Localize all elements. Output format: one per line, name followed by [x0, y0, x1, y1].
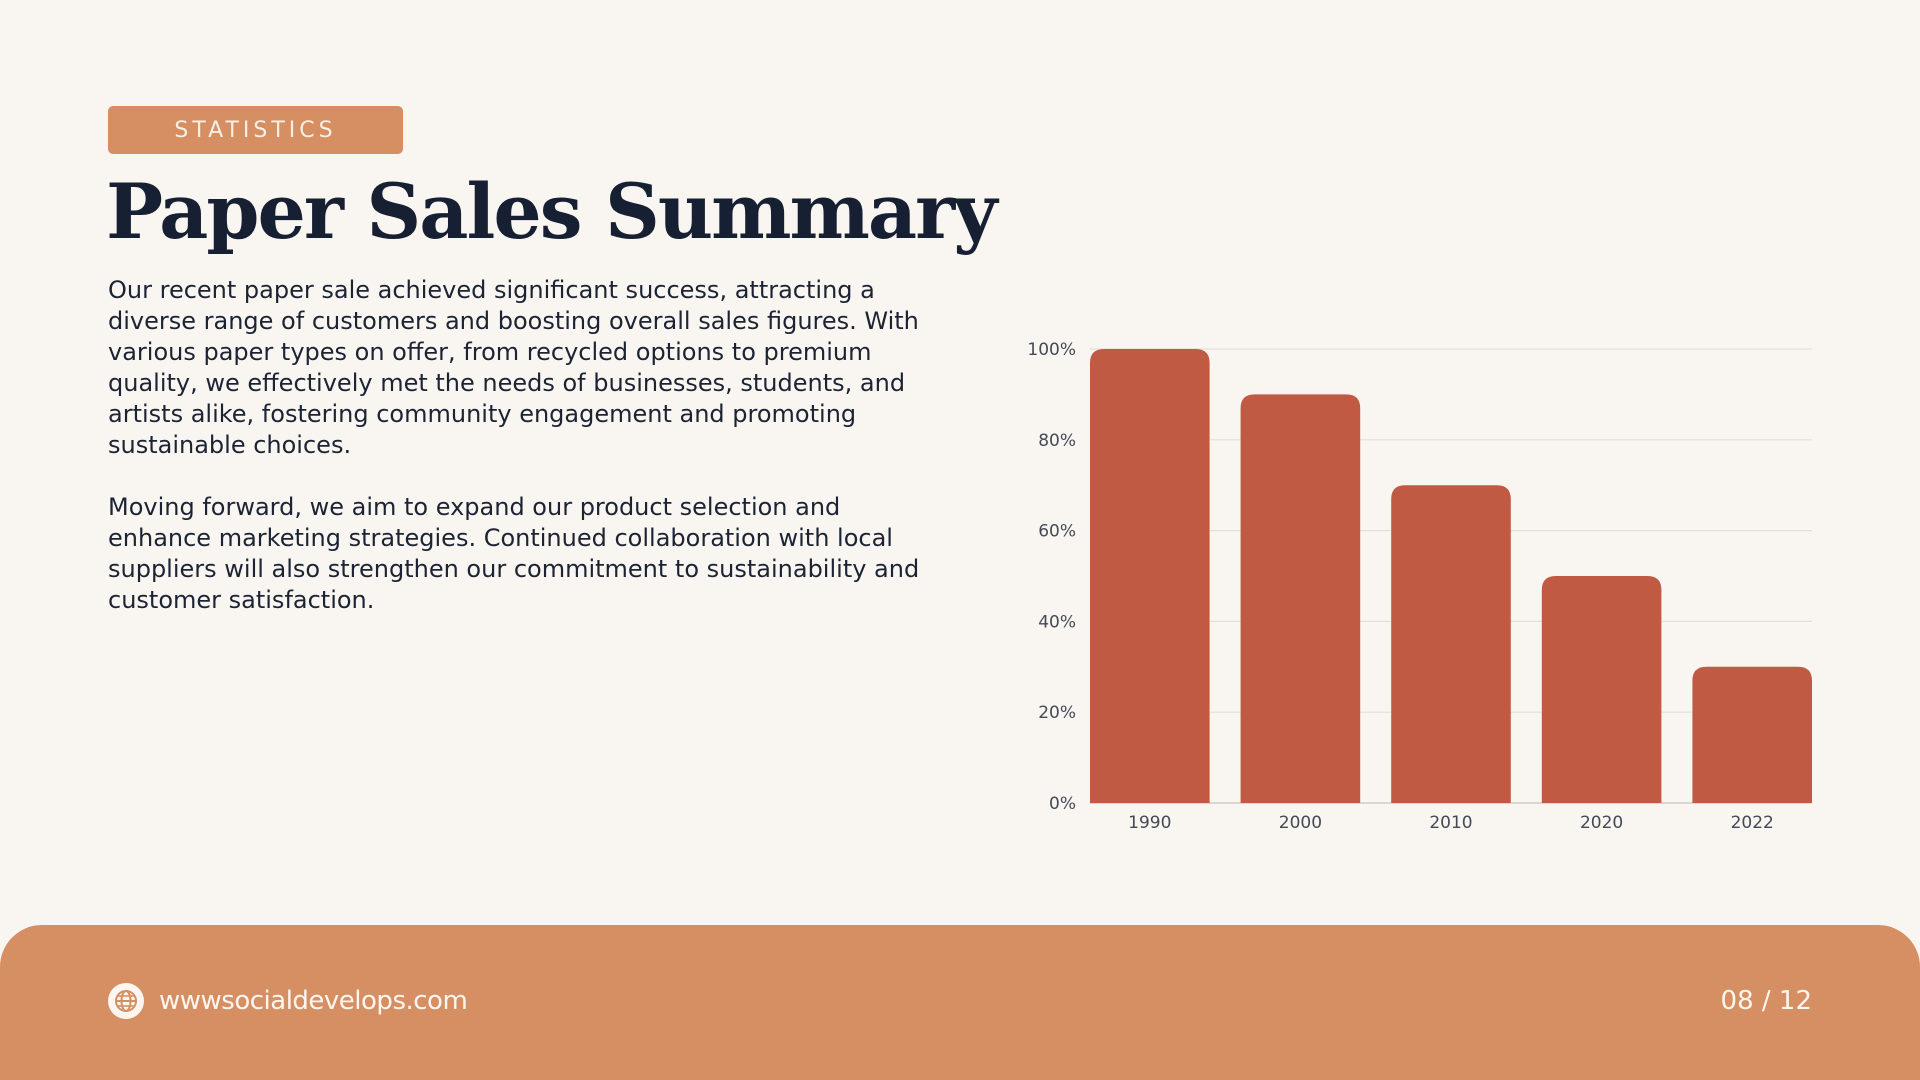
y-tick-label: 100%	[1027, 340, 1076, 360]
bar-2022	[1692, 666, 1812, 803]
sales-bar-chart: 0% 20% 40% 60% 80% 100% 1990 2000 2010 2020 2022	[1027, 340, 1812, 833]
bar-2000	[1240, 394, 1361, 803]
y-tick-label: 0%	[1049, 794, 1076, 814]
y-tick-label: 80%	[1038, 431, 1076, 451]
chart-bars	[1090, 349, 1812, 803]
x-tick-label: 2010	[1429, 813, 1472, 833]
website-link[interactable]: wwwsocialdevelops.com	[159, 986, 468, 1016]
y-tick-label: 60%	[1038, 522, 1076, 542]
bar-1990	[1090, 349, 1210, 803]
bar-2010	[1391, 485, 1511, 803]
x-tick-label: 2020	[1580, 813, 1623, 833]
chart-x-axis: 1990 2000 2010 2020 2022	[1128, 813, 1774, 833]
y-tick-label: 20%	[1038, 703, 1076, 723]
chart-y-axis: 0% 20% 40% 60% 80% 100%	[1027, 340, 1076, 814]
section-badge: STATISTICS	[108, 106, 403, 154]
x-tick-label: 2000	[1279, 813, 1322, 833]
x-tick-label: 2022	[1731, 813, 1774, 833]
footer: wwwsocialdevelops.com 08 / 12	[0, 925, 1920, 1080]
body-text: Our recent paper sale achieved significa…	[108, 275, 928, 647]
y-tick-label: 40%	[1038, 612, 1076, 632]
globe-icon	[108, 983, 144, 1019]
page-number: 08 / 12	[1720, 986, 1812, 1016]
page-title: Paper Sales Summary	[106, 167, 997, 256]
paragraph-outlook: Moving forward, we aim to expand our pro…	[108, 493, 920, 614]
x-tick-label: 1990	[1128, 813, 1171, 833]
paragraph-intro: Our recent paper sale achieved significa…	[108, 276, 919, 459]
bar-2020	[1541, 576, 1662, 803]
